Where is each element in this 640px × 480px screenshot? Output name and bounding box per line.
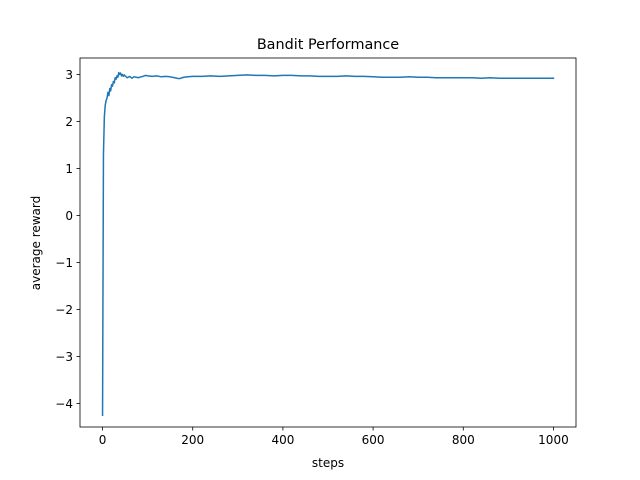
x-axis-ticks: 0 200 400 600 800 1000 [99,427,569,447]
y-tick-label: −1 [55,256,73,270]
y-tick-label: −4 [55,397,73,411]
x-tick-label: 600 [362,433,385,447]
series-line-0 [101,71,555,417]
x-axis-label: steps [312,456,344,470]
y-axis-label: average reward [29,196,43,291]
y-tick-label: −2 [55,303,73,317]
plot-area [79,57,577,428]
y-tick-label: 2 [65,115,73,129]
y-tick-label: 1 [65,162,73,176]
x-tick-label: 800 [452,433,475,447]
y-tick-label: 3 [65,68,73,82]
y-tick-label: 0 [65,209,73,223]
axes-frame [79,57,577,428]
x-tick-label: 0 [99,433,107,447]
chart-title: Bandit Performance [257,37,399,53]
y-axis-ticks: −4 −3 −2 −1 0 1 2 3 [55,68,80,411]
x-tick-label: 400 [271,433,294,447]
x-tick-label: 200 [181,433,204,447]
x-tick-label: 1000 [538,433,569,447]
y-tick-label: −3 [55,350,73,364]
